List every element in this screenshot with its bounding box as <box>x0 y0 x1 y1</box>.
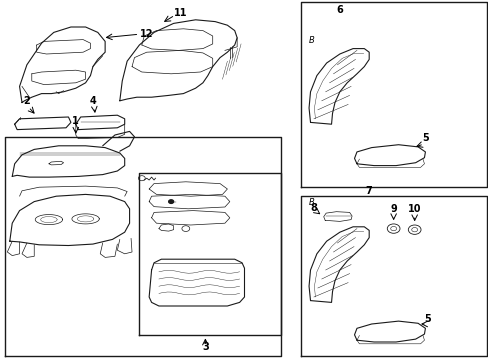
Text: 2: 2 <box>23 96 30 107</box>
Text: 8: 8 <box>309 203 316 213</box>
Circle shape <box>168 200 173 203</box>
Text: B: B <box>308 36 314 45</box>
Text: 1: 1 <box>72 116 79 126</box>
Text: 12: 12 <box>140 29 153 39</box>
Text: 3: 3 <box>202 342 208 352</box>
Text: 5: 5 <box>424 314 430 324</box>
Text: 7: 7 <box>365 186 372 197</box>
Text: 4: 4 <box>89 96 96 107</box>
Text: 10: 10 <box>407 204 421 215</box>
Text: 5: 5 <box>421 133 428 143</box>
Text: 6: 6 <box>336 5 343 15</box>
Text: 9: 9 <box>389 204 396 215</box>
Text: B: B <box>308 198 314 207</box>
Text: 11: 11 <box>174 8 187 18</box>
